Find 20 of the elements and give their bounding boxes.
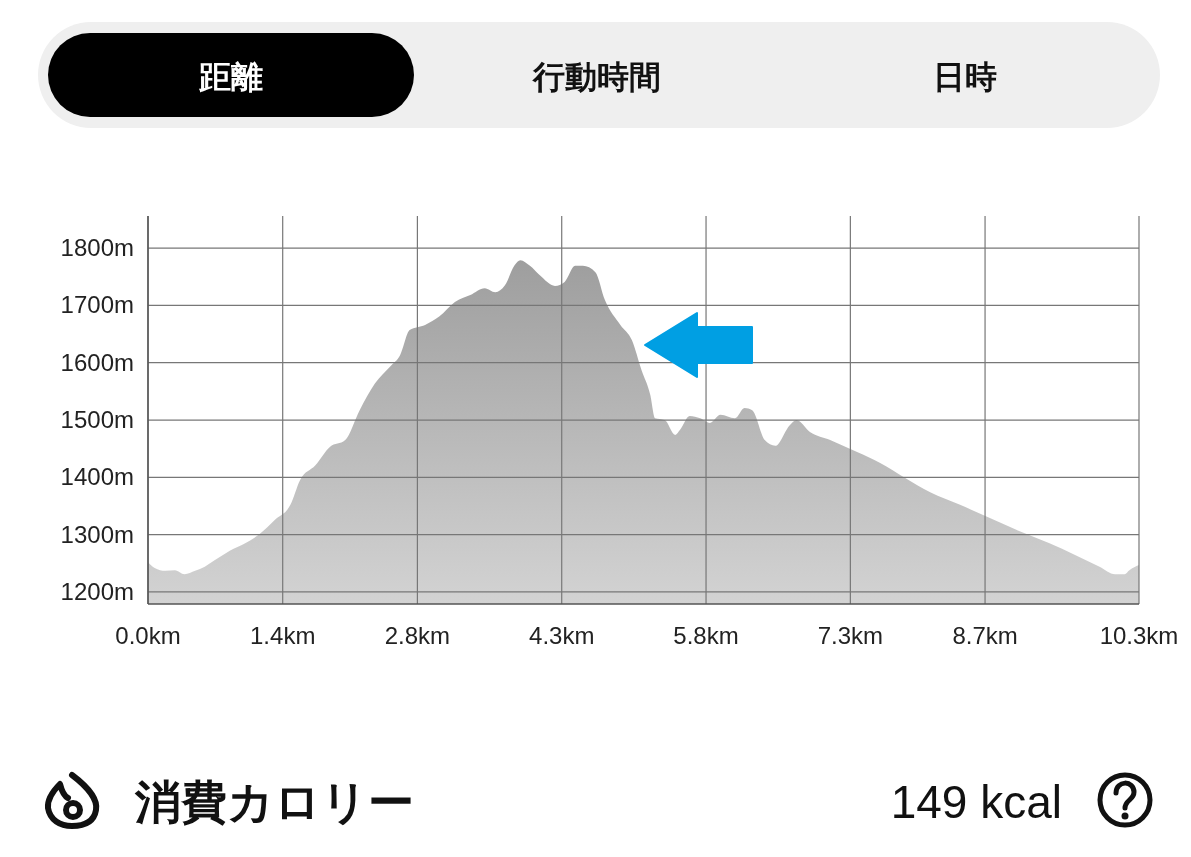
y-tick-label: 1800m (60, 234, 134, 262)
y-tick-label: 1300m (60, 520, 134, 548)
text: 消費カロリー (134, 776, 414, 828)
x-tick-label: 0.0km (115, 622, 181, 649)
x-tick-label: 1.4km (250, 622, 316, 649)
text: 距離 (198, 59, 263, 95)
text: 行動時間 (532, 59, 661, 95)
y-tick-label: 1400m (60, 463, 134, 491)
y-tick-label: 1700m (60, 291, 134, 319)
x-tick-label: 2.8km (384, 622, 451, 649)
y-tick-label: 1500m (60, 406, 134, 434)
y-tick-label: 1600m (60, 348, 134, 376)
x-tick-label: 4.3km (529, 622, 595, 649)
y-tick-label: 1200m (60, 577, 134, 605)
text: 149 kcal (890, 776, 1062, 828)
x-tick-label: 7.3km (817, 622, 884, 649)
text: 日時 (933, 59, 997, 95)
x-tick-label: 10.3km (1099, 622, 1179, 649)
x-tick-label: 5.8km (673, 622, 739, 649)
x-tick-label: 8.7km (952, 622, 1018, 649)
